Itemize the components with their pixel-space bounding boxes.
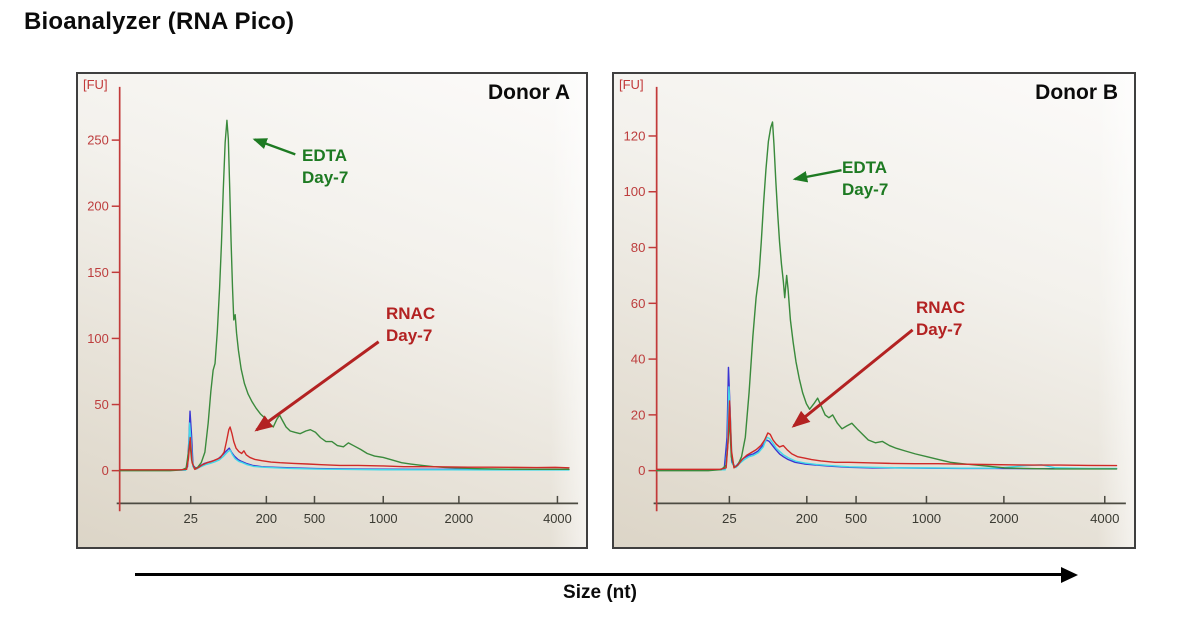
y-tick-label: 120 bbox=[623, 129, 645, 144]
annotation-label-rnac: RNAC Day-7 bbox=[916, 298, 966, 340]
y-tick-label: 40 bbox=[631, 352, 646, 367]
y-tick-label: 80 bbox=[631, 240, 646, 255]
y-tick-label: 20 bbox=[631, 407, 646, 422]
x-tick-label: 25 bbox=[722, 511, 737, 526]
panel-donor-a: 0 50 100 150 200 250 25 200 500 1000 2000 4000 [FU]… bbox=[76, 72, 588, 549]
annotation-label-rnac: RNAC Day-7 bbox=[386, 304, 436, 346]
electropherogram-donor-a: 0 50 100 150 200 250 25 200 500 1000 2000 4000 bbox=[87, 86, 579, 526]
annotation-label-edta: EDTA Day-7 bbox=[302, 146, 349, 188]
panel-title-donor-a: Donor A bbox=[487, 81, 570, 104]
annotation-arrow-rnac bbox=[791, 328, 914, 428]
y-tick-label: 60 bbox=[631, 296, 646, 311]
y-tick-label: 0 bbox=[638, 463, 645, 478]
y-tick-label: 50 bbox=[94, 397, 108, 412]
annotation-arrow-edta bbox=[252, 138, 296, 156]
x-tick-label: 25 bbox=[184, 511, 198, 526]
annotation-arrow-edta bbox=[792, 169, 842, 183]
size-axis-line bbox=[135, 573, 1063, 576]
x-tick-label: 500 bbox=[845, 511, 867, 526]
x-tick-label: 1000 bbox=[912, 511, 941, 526]
x-tick-label: 2000 bbox=[989, 511, 1018, 526]
y-tick-label: 150 bbox=[87, 265, 108, 280]
size-axis-arrowhead-icon bbox=[1061, 566, 1078, 583]
x-tick-label: 200 bbox=[796, 511, 818, 526]
panel-title-donor-b: Donor B bbox=[1035, 81, 1118, 104]
x-tick-label: 4000 bbox=[543, 511, 572, 526]
y-axis-unit-label: [FU] bbox=[83, 77, 108, 92]
annotation-label-edta: EDTA Day-7 bbox=[842, 158, 889, 200]
x-tick-label: 2000 bbox=[445, 511, 474, 526]
y-tick-label: 200 bbox=[87, 199, 108, 214]
y-axis-unit-label: [FU] bbox=[619, 77, 644, 92]
trace-edta-day-7 bbox=[655, 121, 1118, 472]
trace-rnac-day-7 bbox=[118, 426, 570, 471]
y-tick-label: 250 bbox=[87, 133, 108, 148]
trace-rnac-day-7 bbox=[655, 400, 1118, 470]
panel-donor-b: 0 20 40 60 80 100 120 25 200 500 1000 2000 4000 [FU]… bbox=[612, 72, 1136, 549]
x-tick-label: 500 bbox=[304, 511, 325, 526]
x-tick-label: 1000 bbox=[369, 511, 398, 526]
trace-unlabeled-blue bbox=[655, 366, 1118, 471]
annotation-arrow-rnac bbox=[254, 340, 380, 432]
electropherogram-donor-b: 0 20 40 60 80 100 120 25 200 500 1000 2000 4000 bbox=[623, 86, 1126, 526]
y-tick-label: 100 bbox=[87, 331, 108, 346]
x-axis-label: Size (nt) bbox=[563, 582, 637, 603]
figure-title: Bioanalyzer (RNA Pico) bbox=[24, 8, 295, 35]
y-tick-label: 0 bbox=[102, 463, 109, 478]
x-tick-label: 200 bbox=[256, 511, 277, 526]
y-tick-label: 100 bbox=[623, 184, 645, 199]
x-tick-label: 4000 bbox=[1090, 511, 1119, 526]
